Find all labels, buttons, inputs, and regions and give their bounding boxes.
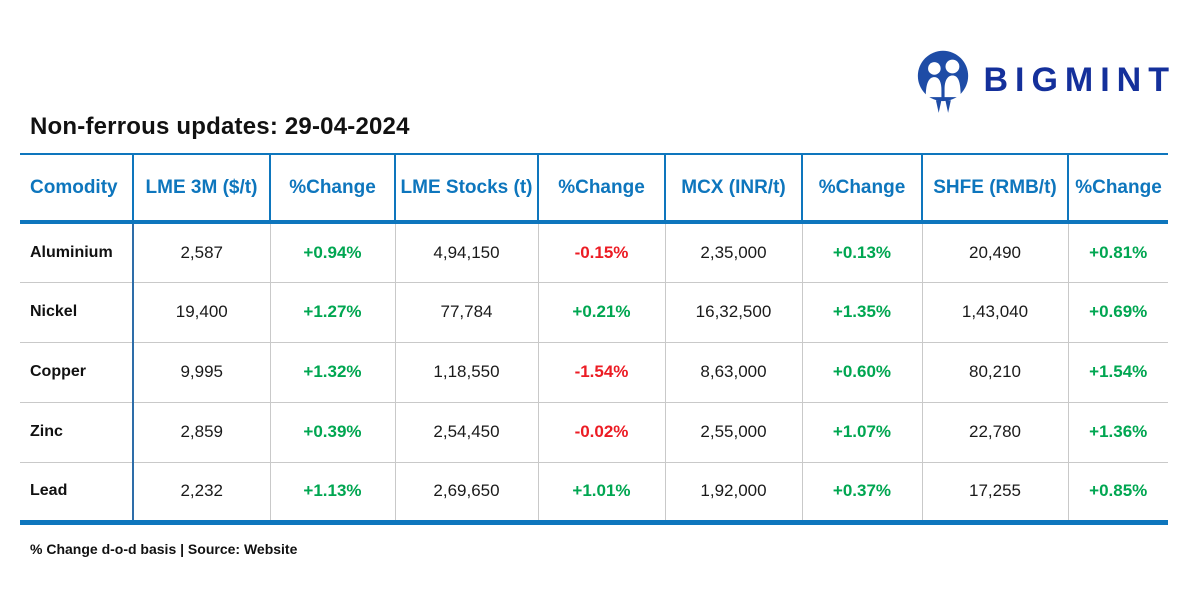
col-header-shfe: SHFE (RMB/t): [921, 154, 1068, 224]
commodity-name: Zinc: [20, 402, 133, 463]
mcx-change: +0.60%: [801, 342, 922, 403]
lme-stocks-value: 2,54,450: [394, 402, 538, 463]
mcx-value: 2,55,000: [664, 402, 802, 463]
lme-3m-change: +0.39%: [269, 402, 395, 463]
table-row-copper: Copper 9,995 +1.32% 1,18,550 -1.54% 8,63…: [20, 342, 1168, 403]
mcx-change: +1.07%: [801, 402, 922, 463]
table-header-row: Comodity LME 3M ($/t) %Change LME Stocks…: [20, 154, 1168, 224]
mcx-value: 8,63,000: [664, 342, 802, 403]
commodity-name: Nickel: [20, 282, 133, 343]
col-header-lme-stocks: LME Stocks (t): [394, 154, 538, 224]
col-header-mcx: MCX (INR/t): [664, 154, 802, 224]
lme-3m-change: +0.94%: [269, 222, 395, 283]
lme-3m-value: 9,995: [132, 342, 270, 403]
shfe-change: +0.81%: [1067, 222, 1168, 283]
footnote: % Change d-o-d basis | Source: Website: [30, 541, 298, 557]
shfe-value: 17,255: [921, 462, 1068, 522]
lme-3m-change: +1.27%: [269, 282, 395, 343]
commodity-name: Aluminium: [20, 222, 133, 283]
shfe-change: +1.54%: [1067, 342, 1168, 403]
shfe-value: 80,210: [921, 342, 1068, 403]
lme-stocks-change: +0.21%: [537, 282, 665, 343]
table-row-zinc: Zinc 2,859 +0.39% 2,54,450 -0.02% 2,55,0…: [20, 402, 1168, 463]
brand-wordmark: BIGMINT: [983, 61, 1176, 99]
table-row-lead: Lead 2,232 +1.13% 2,69,650 +1.01% 1,92,0…: [20, 462, 1168, 522]
table-row-nickel: Nickel 19,400 +1.27% 77,784 +0.21% 16,32…: [20, 282, 1168, 343]
commodity-name: Lead: [30, 482, 68, 499]
lme-3m-value: 2,859: [132, 402, 270, 463]
commodity-name: Copper: [20, 342, 133, 403]
brand-logo: BIGMINT: [914, 50, 1176, 116]
shfe-value: 1,43,040: [921, 282, 1068, 343]
col-header-commodity: Comodity: [20, 154, 133, 224]
col-header-mcx-change: %Change: [801, 154, 922, 224]
lme-stocks-value: 2,69,650: [394, 462, 538, 522]
col-header-lme-3m-change: %Change: [269, 154, 395, 224]
shfe-change: +0.85%: [1067, 462, 1168, 522]
bigmint-logo-icon: [918, 50, 969, 113]
lme-3m-value: 2,232: [132, 462, 270, 522]
lme-stocks-change: -0.02%: [537, 402, 665, 463]
col-header-lme-3m: LME 3M ($/t): [132, 154, 270, 224]
mcx-change: +0.13%: [801, 222, 922, 283]
lme-3m-value: 2,587: [132, 222, 270, 283]
mcx-change: +1.35%: [801, 282, 922, 343]
shfe-value: 20,490: [921, 222, 1068, 283]
lme-3m-change: +1.32%: [269, 342, 395, 403]
mcx-value: 16,32,500: [664, 282, 802, 343]
commodity-table: Comodity LME 3M ($/t) %Change LME Stocks…: [20, 153, 1168, 525]
shfe-change: +0.69%: [1067, 282, 1168, 343]
col-header-shfe-change: %Change: [1067, 154, 1168, 224]
lme-3m-value: 19,400: [132, 282, 270, 343]
lme-stocks-value: 4,94,150: [394, 222, 538, 283]
lme-stocks-value: 1,18,550: [394, 342, 538, 403]
mcx-change: +0.37%: [801, 462, 922, 522]
lme-stocks-change: -1.54%: [537, 342, 665, 403]
col-header-lme-stocks-change: %Change: [537, 154, 665, 224]
shfe-change: +1.36%: [1067, 402, 1168, 463]
lme-stocks-change: +1.01%: [537, 462, 665, 522]
lme-stocks-value: 77,784: [394, 282, 538, 343]
page-title: Non-ferrous updates: 29-04-2024: [30, 113, 410, 140]
mcx-value: 2,35,000: [664, 222, 802, 283]
lme-3m-change: +1.13%: [269, 462, 395, 522]
lme-stocks-change: -0.15%: [537, 222, 665, 283]
table-row-aluminium: Aluminium 2,587 +0.94% 4,94,150 -0.15% 2…: [20, 222, 1168, 283]
shfe-value: 22,780: [921, 402, 1068, 463]
mcx-value: 1,92,000: [664, 462, 802, 522]
